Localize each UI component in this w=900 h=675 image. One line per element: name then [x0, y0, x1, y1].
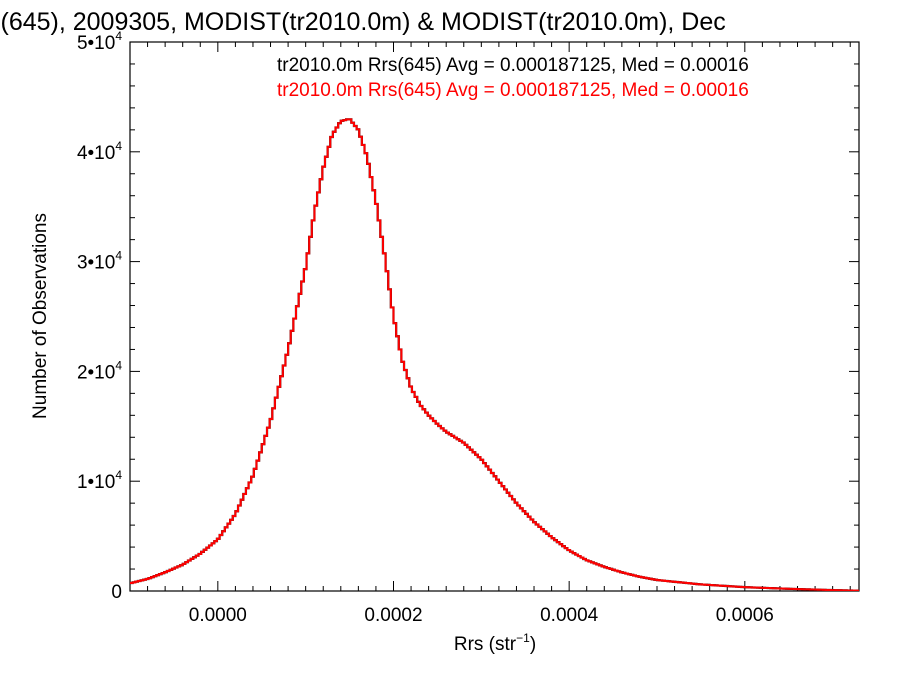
x-axis-label: Rrs (str−1) — [454, 631, 536, 655]
legend-entry: tr2010.0m Rrs(645) Avg = 0.000187125, Me… — [277, 80, 749, 101]
legend-entry: tr2010.0m Rrs(645) Avg = 0.000187125, Me… — [277, 55, 749, 76]
x-tick-label: 0.0004 — [540, 605, 599, 626]
y-tick-label: 0 — [111, 582, 122, 603]
legend: tr2010.0m Rrs(645) Avg = 0.000187125, Me… — [277, 55, 749, 101]
series-line-black — [130, 118, 859, 591]
chart-title: s(645), 2009305, MODIST(tr2010.0m) & MOD… — [0, 8, 726, 36]
y-axis-label: Number of Observations — [30, 213, 51, 419]
histogram-series — [130, 118, 859, 591]
x-tick-label: 0.0000 — [189, 605, 247, 626]
y-axis-ticks: 0 1•104 2•104 3•104 4•104 5•104 — [77, 29, 859, 603]
x-axis-label-close: ) — [530, 634, 536, 655]
y-tick-label: 3•104 — [77, 249, 122, 274]
plot-border — [129, 41, 860, 592]
y-tick-label: 2•104 — [77, 358, 122, 383]
x-axis-ticks: 0.0000 0.0002 0.0004 0.0006 — [129, 42, 851, 626]
x-tick-label: 0.0006 — [716, 605, 774, 626]
y-tick-label: 1•104 — [77, 468, 122, 493]
series-line-red — [130, 118, 859, 591]
y-tick-label: 4•104 — [77, 139, 122, 164]
x-axis-label-main: Rrs (str — [454, 634, 517, 655]
y-tick-label: 5•104 — [77, 29, 122, 54]
x-tick-label: 0.0002 — [364, 605, 422, 626]
x-axis-label-sup: −1 — [516, 631, 530, 645]
plot-frame — [129, 41, 860, 592]
